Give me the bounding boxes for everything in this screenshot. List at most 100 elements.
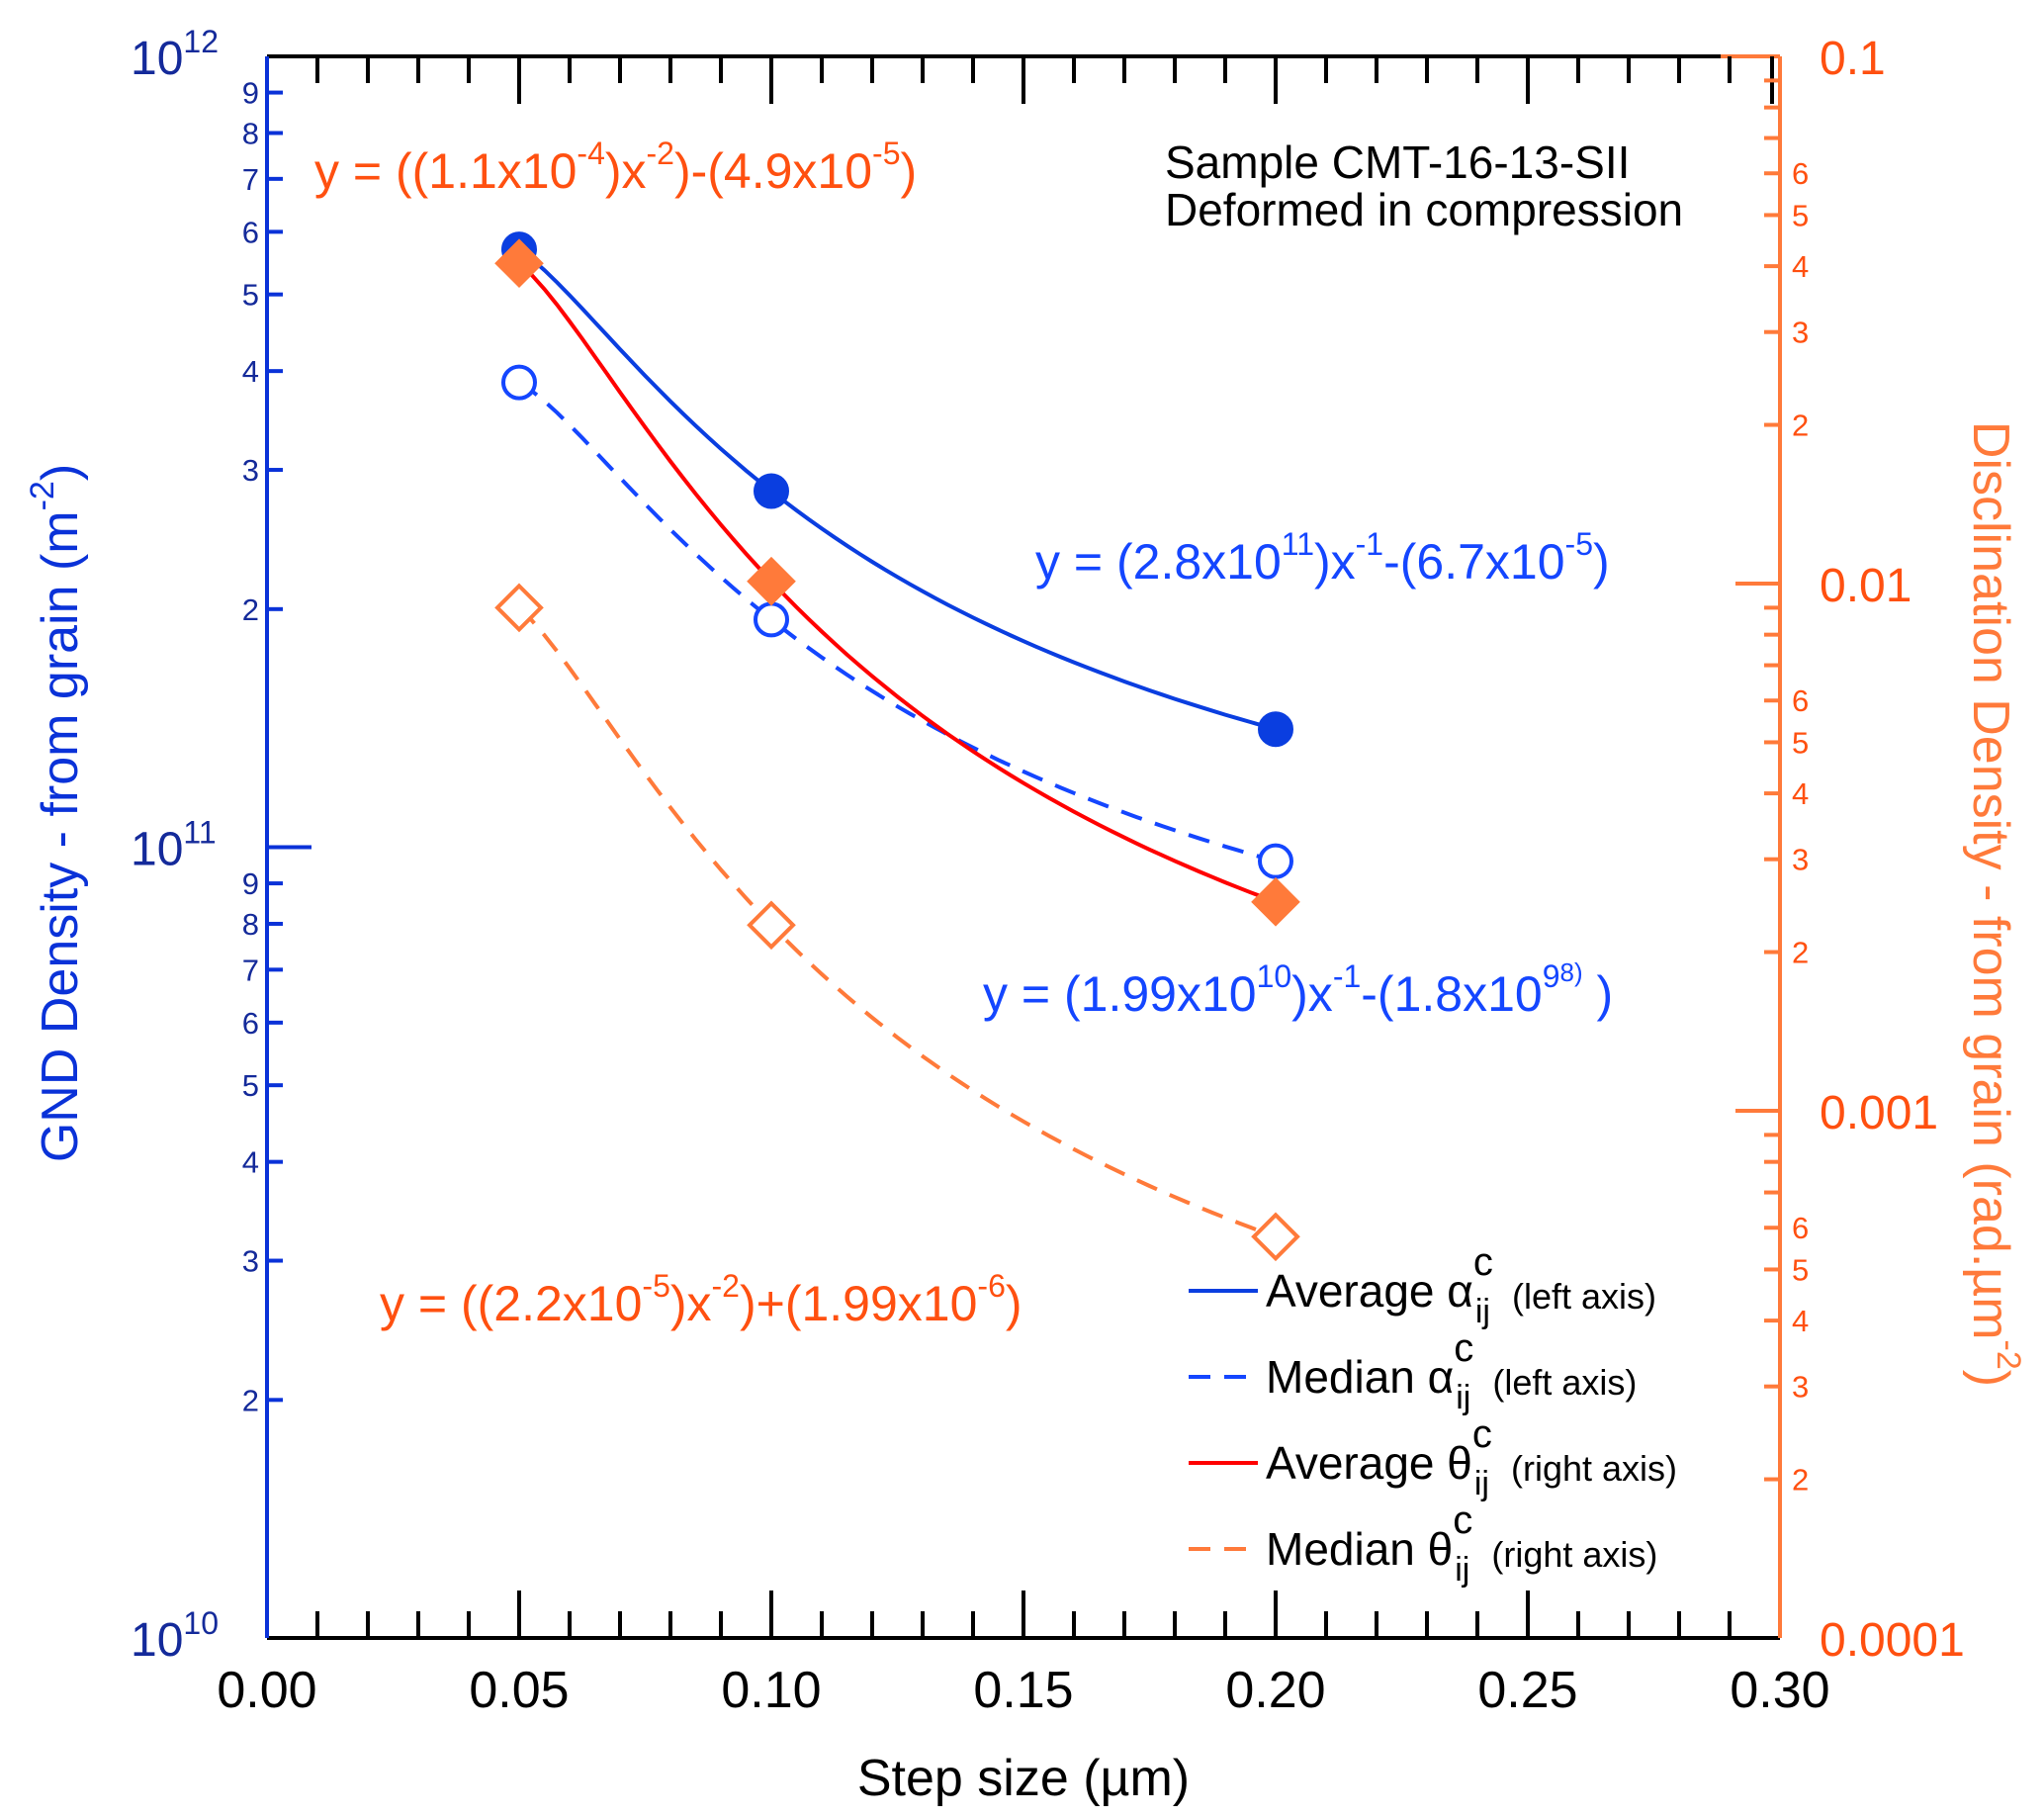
equation-text: )	[1593, 534, 1610, 590]
left-decade-label: 1010	[131, 1605, 219, 1667]
equation-superscript: -1	[1333, 958, 1361, 994]
equation-text: )x	[605, 143, 647, 199]
right-minor-label: 6	[1792, 683, 1809, 718]
x-tick-label: 0.00	[217, 1662, 316, 1719]
left-minor-label: 4	[242, 354, 259, 389]
sample-annotation: Deformed in compression	[1165, 184, 1683, 235]
left-minor-label: 3	[242, 453, 259, 488]
fit-curve-0	[517, 247, 1277, 732]
legend-sup: c	[1472, 1412, 1492, 1456]
right-minor-label: 3	[1792, 316, 1809, 350]
legend-item: Average αc ij (left axis)	[1266, 1240, 1656, 1330]
sample-annotation: Sample CMT-16-13-SII	[1165, 136, 1630, 188]
left-decade-exp: 10	[183, 1605, 219, 1641]
right-axis-title-end: )	[1962, 1370, 2019, 1387]
left-axis-title: GND Density - from grain (m-2)	[24, 464, 89, 1162]
axes	[265, 54, 1782, 1640]
left-minor-label: 3	[242, 1244, 259, 1279]
legend-sub: ij	[1475, 1293, 1490, 1330]
legend-label: Average θ	[1266, 1437, 1472, 1489]
equation-text: -(6.7x10	[1383, 534, 1564, 590]
right-decade-label: 0.1	[1820, 33, 1886, 85]
left-minor-label: 9	[242, 76, 259, 111]
equation-text: )-(4.9x10	[674, 143, 872, 199]
legend-item: Average θc ij (right axis)	[1266, 1412, 1677, 1502]
right-minor-label: 4	[1792, 776, 1809, 811]
left-minor-label: 5	[242, 1068, 259, 1103]
left-axis-title-main: GND Density - from grain (m	[32, 510, 89, 1162]
equation-text: y = (2.8x10	[1035, 534, 1282, 590]
fit-equation: y = ((2.2x10-5)x-2)+(1.99x10-6)	[380, 1268, 1022, 1331]
equation-superscript: 9	[1543, 958, 1560, 994]
left-minor-label: 8	[242, 116, 259, 150]
right-decade-label: 0.0001	[1820, 1614, 1965, 1667]
equation-superscript: 11	[1282, 526, 1314, 562]
equation-superscript: 10	[1257, 958, 1292, 994]
data-point-open-circle	[501, 364, 537, 401]
equation-text: )x	[1291, 966, 1333, 1022]
data-point-filled-circle	[1258, 711, 1293, 748]
x-tick-label: 0.25	[1477, 1662, 1577, 1719]
legend-sub: ij	[1456, 1379, 1470, 1416]
right-axis-title-sup: -2	[1990, 1340, 2027, 1370]
right-minor-label: 3	[1792, 1370, 1809, 1405]
equation-text: )	[1583, 966, 1614, 1022]
right-axis-title: Disclination Density - from grain (rad.µ…	[1962, 421, 2027, 1387]
equation-text: -(1.8x10	[1361, 966, 1542, 1022]
x-tick-label: 0.20	[1225, 1662, 1325, 1719]
left-axis-title-sup: -2	[24, 481, 61, 510]
x-tick-label: 0.15	[973, 1662, 1073, 1719]
legend-sub: ij	[1474, 1465, 1489, 1502]
equation-text: )x	[670, 1276, 712, 1331]
equation-text: y = ((1.1x10	[314, 143, 577, 199]
data-point-open-diamond	[1251, 1212, 1300, 1262]
legend-sup: c	[1473, 1240, 1493, 1284]
right-minor-label: 5	[1792, 725, 1809, 760]
right-minor-label: 4	[1792, 1304, 1809, 1338]
left-decade-base: 10	[131, 824, 183, 876]
data-point-filled-diamond	[747, 556, 796, 606]
legend-note: (right axis)	[1491, 1534, 1657, 1575]
left-decade-base: 10	[131, 33, 183, 85]
legend-note: (left axis)	[1492, 1362, 1637, 1403]
x-tick-label: 0.05	[469, 1662, 569, 1719]
data-point-open-diamond	[747, 900, 796, 951]
fit-curve-3	[517, 605, 1277, 1239]
equation-superscript: -5	[872, 136, 900, 171]
left-minor-label: 4	[242, 1145, 259, 1180]
data-point-open-circle	[754, 601, 789, 638]
legend-note: (right axis)	[1511, 1448, 1677, 1489]
legend-note: (left axis)	[1512, 1276, 1656, 1317]
equation-superscript: -1	[1356, 526, 1383, 562]
right-axis-title-main: Disclination Density - from grain (rad.µ…	[1962, 421, 2019, 1340]
left-minor-label: 6	[242, 1006, 259, 1041]
equation-text: )	[1006, 1276, 1022, 1331]
right-minor-label: 4	[1792, 249, 1809, 284]
legend-label: Median θ	[1266, 1523, 1453, 1575]
left-minor-label: 7	[242, 162, 259, 197]
equation-superscript: -5	[1565, 526, 1593, 562]
left-minor-label: 5	[242, 278, 259, 313]
left-axis-title-end: )	[32, 464, 89, 481]
left-decade-label: 1011	[131, 815, 217, 876]
x-tick-label: 0.30	[1730, 1662, 1829, 1719]
right-minor-label: 5	[1792, 1252, 1809, 1287]
right-minor-label: 2	[1792, 409, 1809, 443]
fit-equation: y = (1.99x1010)x-1-(1.8x1098) )	[983, 957, 1613, 1022]
data-point-open-diamond	[494, 583, 544, 633]
legend-sub: ij	[1455, 1551, 1469, 1589]
equation-superscript: -4	[577, 136, 604, 171]
right-minor-label: 3	[1792, 843, 1809, 877]
fit-equation: y = (2.8x1011)x-1-(6.7x10-5)	[1035, 526, 1610, 590]
left-minor-label: 2	[242, 592, 259, 627]
right-decade-label: 0.01	[1820, 560, 1911, 612]
right-minor-label: 2	[1792, 1463, 1809, 1498]
equation-superscript: -6	[977, 1268, 1005, 1304]
equation-text: )	[901, 143, 918, 199]
legend-item: Median θc ij (right axis)	[1266, 1499, 1657, 1589]
data-point-filled-diamond	[1251, 876, 1300, 927]
right-minor-label: 2	[1792, 936, 1809, 970]
right-minor-label: 6	[1792, 1211, 1809, 1245]
